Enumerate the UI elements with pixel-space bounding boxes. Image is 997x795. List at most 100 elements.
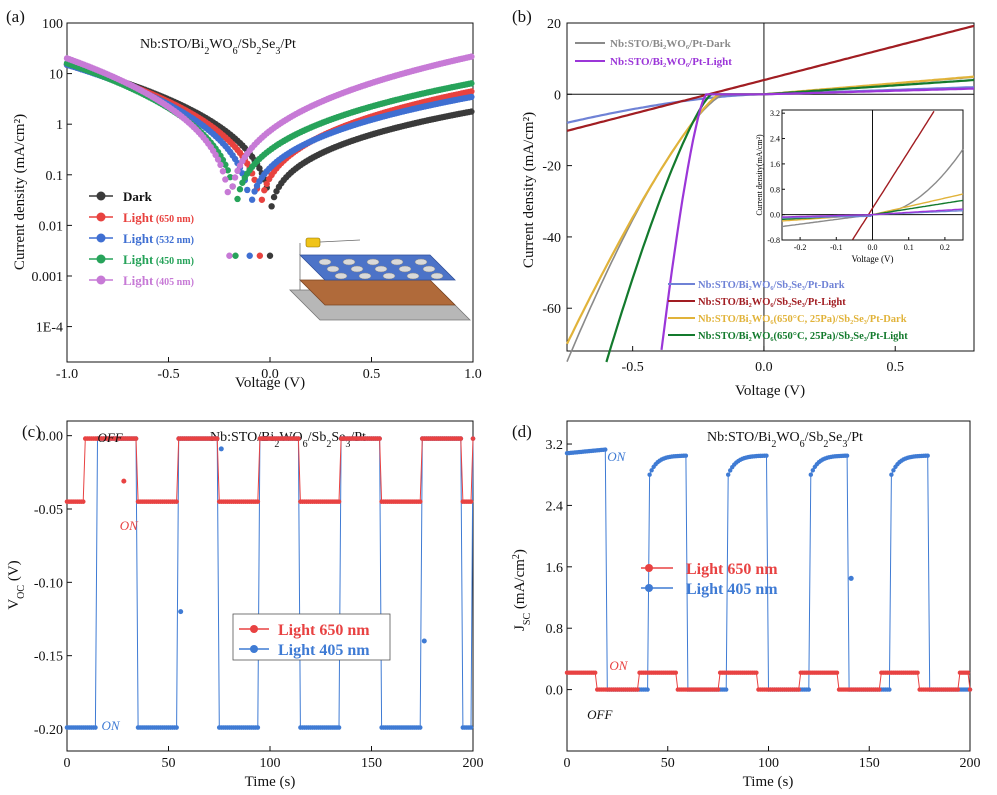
legend-label: Light 405 nm [686,581,778,598]
series-marker [468,108,475,115]
series-650-marker [834,670,840,675]
outlier-marker [218,446,224,452]
schematic-electrode [414,258,428,266]
schematic-electrode [406,272,420,280]
y-tick-label: 1 [56,118,63,133]
series-marker [222,176,229,183]
inset-x-tick-label: 0.2 [940,243,950,252]
panel-c: (c) Nb:STO/Bi2WO6/Sb2Se3/Pt 050100150200… [6,420,484,790]
y-tick-label: -20 [542,160,561,175]
inset-x-tick-label: -0.1 [830,243,843,252]
annotation-off: OFF [97,430,123,445]
series-650-marker [715,687,721,692]
series-650-marker [673,670,679,675]
inset-x-tick-label: 0.0 [868,243,878,252]
panel-c-ylabel: VOC (V) [6,560,27,609]
schematic-electrode [342,258,356,266]
panel-a-ylabel: Current density (mA/cm²) [12,114,28,270]
series-405-marker [336,725,342,730]
series-405-marker [174,725,179,730]
panel-b-inset: -0.2 -0.1 0.0 0.1 0.2 3.2 2.4 1.6 0.8 0.0 -0.8 Volt… [755,109,964,264]
series-marker [224,167,231,174]
legend-label: Nb:STO/Bi₂WO₆/Pt-Light [610,56,732,68]
series-650-marker [377,436,382,441]
series-marker [227,173,234,181]
panel-a-series [63,53,475,259]
inset-y-tick-label: 1.6 [770,160,780,169]
panel-d-axes: 0 50 100 150 200 3.2 2.4 1.6 0.8 0.0 [546,438,981,771]
panel-d-xlabel: Time (s) [743,774,794,790]
inset-y-tick-label: 0.0 [770,211,780,220]
series-marker [234,195,241,203]
series-405-line [67,438,474,728]
series-405-marker [808,472,814,477]
series-marker [222,161,229,168]
schematic-electrode [430,272,444,280]
series-650-line [67,438,474,503]
series-marker [239,179,246,186]
series-650-marker [458,436,464,441]
series-marker [468,88,475,95]
series-650-marker [214,436,220,441]
annotation-on-blue: ON [607,449,626,464]
legend-label: Light 650 nm [278,622,370,639]
series-405-marker [683,453,689,458]
series-405-marker [726,472,731,477]
series-405-marker [649,468,654,473]
inset-xlabel: Voltage (V) [851,254,893,264]
series-405-marker [887,687,892,692]
panel-b-axes: -0.5 0.0 0.5 20 0 -20 -40 -60 [542,17,974,375]
legend-label: Nb:STO/Bi₂WO₆/Pt-Dark [610,38,732,50]
series-marker [261,187,268,194]
y-tick-label: 0.01 [39,219,64,234]
panel-b-xlabel: Voltage (V) [735,383,805,399]
inset-y-tick-label: -0.8 [767,236,780,245]
legend-label: Light (532 nm) [123,231,194,246]
schematic-wire [319,239,361,243]
series-405-marker [844,453,850,458]
series-marker [232,252,239,259]
series-405-marker [728,468,733,473]
panel-d-series: ON ON OFF [564,447,973,722]
series-marker [270,193,278,201]
series-marker [256,165,263,172]
inset-series-violet [782,208,964,218]
panel-a-xlabel: Voltage (V) [235,375,305,391]
y-tick-label: 0.0 [546,684,564,699]
series-650-marker [955,687,961,692]
series-650-marker [296,436,301,441]
series-405-marker [647,472,652,477]
y-tick-label: -0.15 [34,650,63,665]
series-650-marker [468,499,474,504]
series-405-marker [645,687,650,692]
y-tick-label: 0 [554,88,561,103]
y-tick-label: -60 [542,302,561,317]
series-650-marker [133,436,139,441]
panel-letter-a: (a) [6,7,25,26]
device-schematic [289,237,471,321]
series-marker [214,156,222,163]
series-650-marker [967,687,973,692]
schematic-electrode [374,265,388,273]
x-tick-label: -0.5 [157,367,179,382]
legend-marker [96,254,106,264]
y-tick-label: -0.10 [34,576,63,591]
annotation-off: OFF [587,707,613,722]
y-tick-label: -40 [542,231,561,246]
series-650-marker [915,670,920,675]
series-marker [258,196,266,203]
x-tick-label: 50 [661,756,675,771]
legend-marker [96,275,106,285]
panel-c-legend: Light 650 nm Light 405 nm [232,613,391,661]
legend-marker [96,233,106,243]
y-tick-label: 20 [547,17,561,32]
schematic-electrode [382,272,396,280]
legend-label: Light 650 nm [686,561,778,578]
y-tick-label: 1.6 [546,561,564,576]
series-marker [251,188,258,195]
panel-letter-d: (d) [512,422,532,441]
x-tick-label: 1.0 [464,367,482,382]
series-marker [468,93,475,101]
schematic-electrode [358,272,372,280]
series-marker [256,252,264,259]
